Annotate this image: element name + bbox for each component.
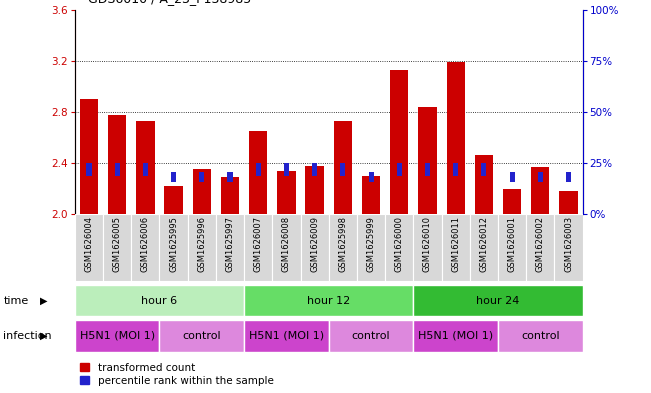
Bar [526, 214, 555, 281]
Bar [555, 214, 583, 281]
Legend: transformed count, percentile rank within the sample: transformed count, percentile rank withi… [80, 363, 273, 386]
Text: control: control [352, 331, 391, 341]
Text: time: time [3, 296, 29, 306]
Bar [305, 166, 324, 214]
Bar [510, 172, 515, 182]
Bar [357, 214, 385, 281]
Bar [329, 320, 413, 352]
Bar [115, 163, 120, 176]
Bar [340, 163, 346, 176]
Text: GSM1626006: GSM1626006 [141, 216, 150, 272]
Text: GSM1626005: GSM1626005 [113, 216, 122, 272]
Bar [453, 163, 458, 176]
Text: H5N1 (MOI 1): H5N1 (MOI 1) [79, 331, 155, 341]
Bar [132, 214, 159, 281]
Bar [80, 99, 98, 214]
Bar [566, 172, 571, 182]
Text: GSM1625996: GSM1625996 [197, 216, 206, 272]
Bar [221, 177, 239, 214]
Bar [108, 115, 126, 214]
Bar [103, 214, 132, 281]
Bar [538, 172, 543, 182]
Bar [396, 163, 402, 176]
Text: ▶: ▶ [40, 331, 48, 341]
Bar [143, 163, 148, 176]
Bar [244, 285, 413, 316]
Text: infection: infection [3, 331, 52, 341]
Bar [87, 163, 92, 176]
Bar [227, 172, 232, 182]
Bar [390, 70, 408, 214]
Text: GSM1626008: GSM1626008 [282, 216, 291, 272]
Bar [413, 285, 583, 316]
Bar [75, 320, 159, 352]
Bar [498, 214, 526, 281]
Text: GSM1626011: GSM1626011 [451, 216, 460, 272]
Text: GSM1625995: GSM1625995 [169, 216, 178, 272]
Text: control: control [182, 331, 221, 341]
Bar [256, 163, 261, 176]
Bar [470, 214, 498, 281]
Bar [531, 167, 549, 214]
Bar [301, 214, 329, 281]
Text: GSM1626001: GSM1626001 [508, 216, 517, 272]
Bar [329, 214, 357, 281]
Bar [244, 214, 272, 281]
Bar [498, 320, 583, 352]
Bar [159, 320, 244, 352]
Text: GSM1626002: GSM1626002 [536, 216, 545, 272]
Bar [272, 214, 301, 281]
Text: GSM1626009: GSM1626009 [310, 216, 319, 272]
Bar [362, 176, 380, 214]
Text: H5N1 (MOI 1): H5N1 (MOI 1) [249, 331, 324, 341]
Text: GSM1625999: GSM1625999 [367, 216, 376, 272]
Text: GSM1625997: GSM1625997 [225, 216, 234, 272]
Bar [284, 163, 289, 176]
Bar [425, 163, 430, 176]
Bar [334, 121, 352, 214]
Bar [413, 214, 441, 281]
Text: H5N1 (MOI 1): H5N1 (MOI 1) [418, 331, 493, 341]
Bar [441, 214, 470, 281]
Bar [136, 121, 154, 214]
Bar [193, 169, 211, 214]
Bar [559, 191, 577, 214]
Bar [481, 163, 486, 176]
Text: ▶: ▶ [40, 296, 48, 306]
Bar [413, 320, 498, 352]
Bar [385, 214, 413, 281]
Bar [447, 62, 465, 214]
Bar [312, 163, 317, 176]
Bar [368, 172, 374, 182]
Bar [75, 285, 244, 316]
Bar [187, 214, 216, 281]
Text: GSM1625998: GSM1625998 [339, 216, 348, 272]
Bar [475, 155, 493, 214]
Bar [216, 214, 244, 281]
Bar [199, 172, 204, 182]
Bar [277, 171, 296, 214]
Text: control: control [521, 331, 560, 341]
Text: GSM1626003: GSM1626003 [564, 216, 573, 272]
Bar [159, 214, 187, 281]
Text: GSM1626010: GSM1626010 [423, 216, 432, 272]
Text: GSM1626000: GSM1626000 [395, 216, 404, 272]
Text: GDS6010 / A_23_P138985: GDS6010 / A_23_P138985 [88, 0, 251, 5]
Bar [244, 320, 329, 352]
Text: GSM1626007: GSM1626007 [254, 216, 263, 272]
Bar [249, 131, 268, 214]
Bar [165, 186, 183, 214]
Bar [419, 107, 437, 214]
Text: GSM1626004: GSM1626004 [85, 216, 94, 272]
Bar [503, 189, 521, 214]
Text: GSM1626012: GSM1626012 [479, 216, 488, 272]
Bar [171, 172, 176, 182]
Bar [75, 214, 103, 281]
Text: hour 6: hour 6 [141, 296, 178, 306]
Text: hour 24: hour 24 [477, 296, 519, 306]
Text: hour 12: hour 12 [307, 296, 350, 306]
